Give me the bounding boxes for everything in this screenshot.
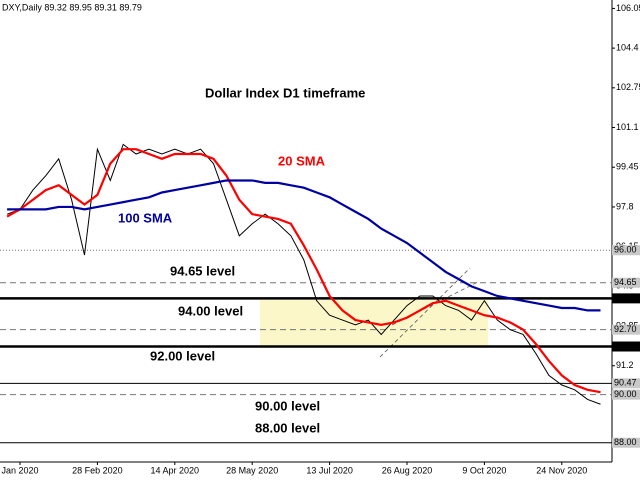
y-tick-label: 101.1 — [616, 122, 639, 132]
level-label: 94.00 — [614, 293, 637, 303]
x-tick-label: Jan 2020 — [1, 465, 38, 475]
series-label: 20 SMA — [278, 153, 326, 168]
annotation: 94.00 level — [178, 303, 243, 318]
y-tick-label: 106.05 — [616, 3, 640, 13]
level-label: 92.00 — [614, 341, 637, 351]
annotation: 88.00 level — [255, 420, 320, 435]
y-tick-label: 91.2 — [616, 360, 634, 370]
level-label-box — [612, 389, 640, 400]
level-label: 90.00 — [614, 389, 637, 399]
annotation: 94.65 level — [170, 263, 235, 278]
y-tick-label: 102.75 — [616, 82, 640, 92]
level-label: 92.70 — [614, 324, 637, 334]
x-tick-label: 26 Aug 2020 — [382, 465, 433, 475]
level-label-box — [612, 341, 640, 352]
level-label-box — [612, 245, 640, 256]
x-tick-label: 9 Oct 2020 — [462, 465, 506, 475]
level-label-box — [612, 378, 640, 389]
x-tick-label: 28 Feb 2020 — [72, 465, 123, 475]
y-tick-label: 104.4 — [616, 43, 639, 53]
level-label: 90.47 — [614, 378, 637, 388]
x-tick-label: 28 May 2020 — [226, 465, 278, 475]
chart-title: Dollar Index D1 timeframe — [205, 85, 365, 100]
level-label-box — [612, 437, 640, 448]
level-label-box — [612, 277, 640, 288]
x-tick-label: 13 Jul 2020 — [306, 465, 353, 475]
level-label-box — [612, 324, 640, 335]
x-tick-label: 14 Apr 2020 — [151, 465, 200, 475]
level-label: 96.00 — [614, 245, 637, 255]
series-line — [7, 179, 601, 312]
annotation: 90.00 level — [255, 398, 320, 413]
series-label: 100 SMA — [118, 210, 173, 225]
annotation: 92.00 level — [150, 348, 215, 363]
y-tick-label: 97.8 — [616, 201, 634, 211]
level-label-box — [612, 293, 640, 304]
series-line — [6, 148, 601, 394]
series-line — [6, 143, 601, 405]
level-label: 88.00 — [614, 437, 637, 447]
x-tick-label: 24 Nov 2020 — [536, 465, 587, 475]
chart-header: DXY,Daily 89.32 89.95 89.31 89.79 — [2, 2, 142, 12]
level-label: 94.65 — [614, 277, 637, 287]
y-tick-label: 99.45 — [616, 162, 639, 172]
